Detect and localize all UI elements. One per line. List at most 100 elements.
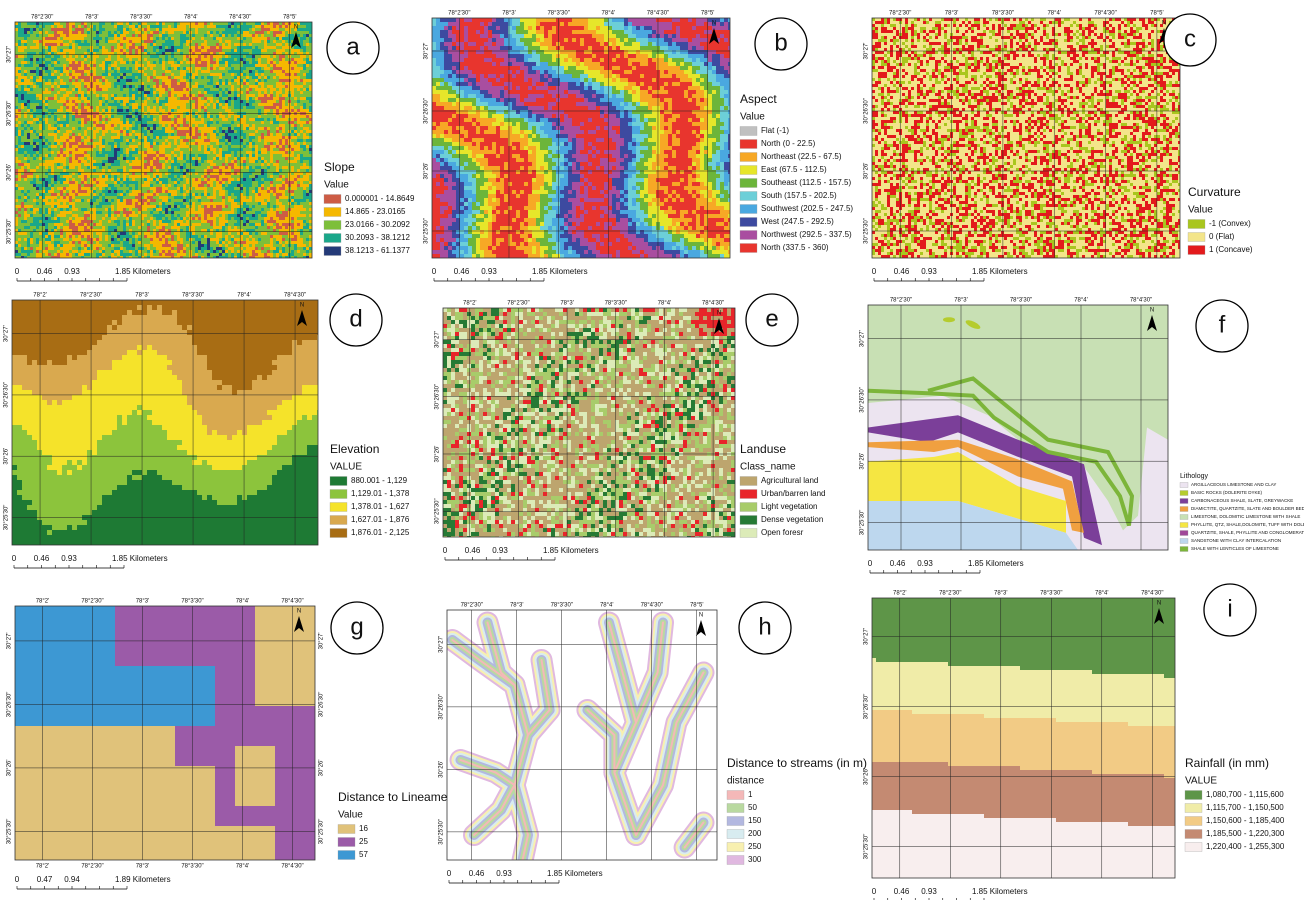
map-cell bbox=[126, 184, 129, 187]
map-cell bbox=[171, 154, 174, 157]
map-cell bbox=[676, 26, 680, 30]
map-cell bbox=[99, 166, 102, 169]
map-cell bbox=[186, 193, 189, 196]
map-cell bbox=[261, 193, 270, 196]
map-cell bbox=[261, 220, 264, 223]
map-cell bbox=[105, 217, 111, 220]
map-cell bbox=[192, 49, 195, 52]
map-cell bbox=[252, 40, 261, 43]
map-cell bbox=[114, 115, 123, 118]
map-cell bbox=[195, 49, 201, 52]
map-cell bbox=[120, 136, 123, 139]
map-cell bbox=[255, 142, 264, 145]
map-cell bbox=[159, 46, 162, 49]
map-cell bbox=[117, 208, 123, 211]
map-cell bbox=[219, 127, 222, 130]
map-cell bbox=[54, 184, 69, 187]
map-cell bbox=[210, 73, 222, 76]
map-cell bbox=[624, 22, 628, 26]
map-cell bbox=[15, 190, 21, 193]
map-cell bbox=[132, 88, 135, 91]
map-cell bbox=[144, 178, 147, 181]
map-cell bbox=[291, 202, 294, 205]
map-cell bbox=[120, 55, 126, 58]
map-cell bbox=[48, 31, 54, 34]
map-cell bbox=[294, 166, 300, 169]
map-cell bbox=[207, 43, 216, 46]
map-cell bbox=[282, 88, 285, 91]
map-cell bbox=[84, 139, 90, 142]
map-cell bbox=[21, 130, 24, 133]
map-cell bbox=[291, 130, 294, 133]
map-cell bbox=[273, 163, 279, 166]
map-cell bbox=[126, 133, 129, 136]
map-raster bbox=[15, 22, 312, 258]
map-cell bbox=[291, 67, 294, 70]
map-cell bbox=[144, 253, 147, 256]
map-cell bbox=[48, 100, 57, 103]
map-cell bbox=[219, 67, 225, 70]
map-cell bbox=[159, 109, 165, 112]
map-cell bbox=[135, 178, 144, 181]
map-cell bbox=[150, 76, 153, 79]
map-cell bbox=[45, 181, 48, 184]
map-cell bbox=[183, 31, 186, 34]
map-cell bbox=[42, 151, 51, 154]
map-cell bbox=[33, 82, 36, 85]
map-cell bbox=[141, 226, 147, 229]
map-cell bbox=[604, 18, 608, 22]
map-cell bbox=[21, 73, 24, 76]
map-cell bbox=[207, 253, 210, 256]
map-cell bbox=[225, 88, 228, 91]
map-cell bbox=[27, 232, 30, 235]
map-cell bbox=[114, 34, 117, 37]
map-cell bbox=[126, 139, 129, 142]
map-cell bbox=[99, 220, 102, 223]
map-cell bbox=[162, 127, 165, 130]
map-cell bbox=[285, 34, 288, 37]
map-cell bbox=[45, 211, 48, 214]
map-cell bbox=[279, 187, 285, 190]
map-cell bbox=[99, 79, 102, 82]
map-cell bbox=[78, 61, 81, 64]
map-cell bbox=[15, 160, 21, 163]
map-cell bbox=[78, 109, 81, 112]
map-cell bbox=[18, 124, 21, 127]
map-cell bbox=[105, 175, 108, 178]
map-cell bbox=[129, 94, 132, 97]
map-cell bbox=[297, 73, 303, 76]
map-cell bbox=[544, 26, 552, 30]
map-cell bbox=[111, 244, 114, 247]
map-cell bbox=[300, 157, 312, 160]
map-cell bbox=[219, 238, 222, 241]
map-cell bbox=[228, 61, 240, 64]
map-cell bbox=[198, 91, 201, 94]
map-cell bbox=[306, 121, 309, 124]
map-cell bbox=[189, 121, 204, 124]
map-cell bbox=[21, 124, 24, 127]
map-cell bbox=[162, 208, 165, 211]
map-cell bbox=[207, 76, 213, 79]
map-cell bbox=[69, 166, 75, 169]
map-cell bbox=[54, 118, 57, 121]
map-cell bbox=[21, 40, 27, 43]
map-cell bbox=[27, 115, 30, 118]
map-cell bbox=[243, 253, 246, 256]
map-cell bbox=[246, 136, 249, 139]
map-cell bbox=[225, 61, 228, 64]
left-tick-label: 30°26'30" bbox=[7, 101, 13, 127]
map-cell bbox=[78, 253, 84, 256]
map-cell bbox=[48, 235, 51, 238]
map-cell bbox=[105, 82, 111, 85]
map-cell bbox=[192, 124, 195, 127]
map-cell bbox=[243, 139, 249, 142]
map-cell bbox=[186, 226, 189, 229]
map-cell bbox=[24, 124, 27, 127]
map-cell bbox=[99, 250, 102, 253]
map-cell bbox=[63, 226, 69, 229]
map-cell bbox=[528, 30, 536, 34]
map-cell bbox=[105, 124, 111, 127]
map-cell bbox=[147, 214, 153, 217]
map-cell bbox=[264, 253, 267, 256]
map-cell bbox=[159, 97, 165, 100]
